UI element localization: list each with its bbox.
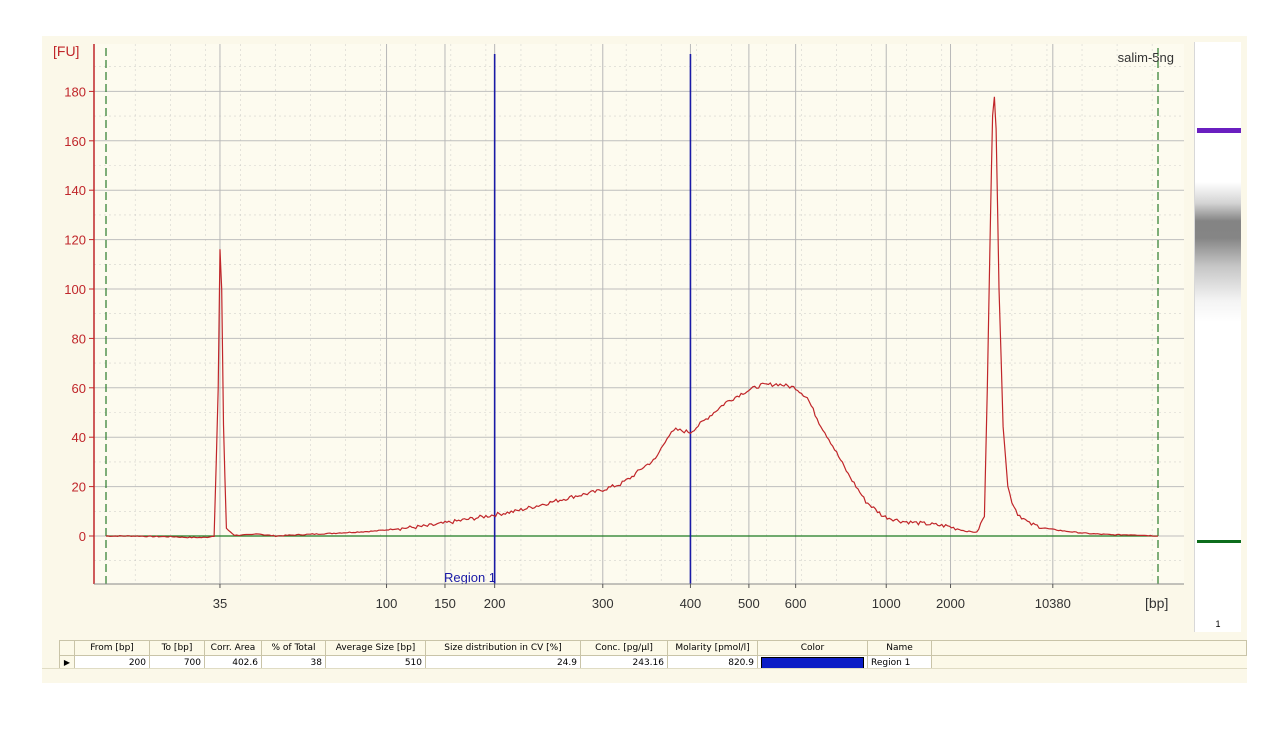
cell-name[interactable]: Region 1 [867, 655, 932, 670]
y-tick-label: 60 [72, 381, 86, 396]
x-tick-label: 10380 [1035, 596, 1071, 611]
col-from-header[interactable]: From [bp] [74, 640, 150, 656]
x-tick-label: 500 [738, 596, 760, 611]
x-tick-label: 300 [592, 596, 614, 611]
y-tick-label: 0 [79, 529, 86, 544]
x-tick-label: 400 [680, 596, 702, 611]
row-selector-arrow-icon[interactable]: ▶ [59, 655, 75, 670]
col-pct-total-header[interactable]: % of Total [261, 640, 326, 656]
gel-band-upper-marker [1197, 128, 1241, 133]
chart-title: salim-5ng [1118, 50, 1174, 65]
x-tick-label: 2000 [936, 596, 965, 611]
y-tick-label: 120 [64, 233, 86, 248]
col-to-header[interactable]: To [bp] [149, 640, 205, 656]
cell-blank [931, 655, 1247, 670]
col-cv-header[interactable]: Size distribution in CV [%] [425, 640, 581, 656]
y-axis-label: [FU] [53, 43, 79, 59]
gel-lane-number: 1 [1215, 619, 1221, 629]
x-tick-label: 100 [376, 596, 398, 611]
table-row[interactable]: ▶ 200 700 402.6 38 510 24.9 243.16 820.9… [59, 655, 1247, 670]
col-molarity-header[interactable]: Molarity [pmol/l] [667, 640, 758, 656]
series-line [105, 96, 1159, 539]
table-footer [42, 668, 1247, 683]
x-axis-label: [bp] [1145, 595, 1168, 611]
table-header-row: From [bp] To [bp] Corr. Area % of Total … [59, 640, 1247, 656]
color-swatch[interactable] [761, 656, 864, 669]
row-selector-header [59, 640, 75, 656]
col-blank-header [931, 640, 1247, 656]
y-tick-label: 140 [64, 183, 86, 198]
y-tick-label: 100 [64, 282, 86, 297]
gel-smear [1195, 182, 1241, 322]
cell-avg-size[interactable]: 510 [325, 655, 426, 670]
y-tick-label: 20 [72, 480, 86, 495]
cell-cv[interactable]: 24.9 [425, 655, 581, 670]
y-tick-label: 40 [72, 430, 86, 445]
col-color-header[interactable]: Color [757, 640, 868, 656]
electropherogram: salim-5ng [FU] [bp] Region 1 0 20 40 60 80 10… [42, 36, 1194, 636]
y-tick-label: 80 [72, 331, 86, 346]
col-corr-area-header[interactable]: Corr. Area [204, 640, 262, 656]
x-tick-label: 1000 [872, 596, 901, 611]
data-layer [105, 96, 1159, 539]
x-tick-label: 35 [213, 596, 227, 611]
col-avg-size-header[interactable]: Average Size [bp] [325, 640, 426, 656]
gel-lane: 1 [1194, 42, 1241, 632]
region-label: Region 1 [444, 570, 496, 585]
cell-corr-area[interactable]: 402.6 [204, 655, 262, 670]
gel-band-lower-marker [1197, 540, 1241, 543]
bioanalyzer-window: salim-5ng [FU] [bp] Region 1 0 20 40 60 80 10… [42, 36, 1247, 683]
col-name-header[interactable]: Name [867, 640, 932, 656]
x-tick-label: 200 [484, 596, 506, 611]
cell-pct-total[interactable]: 38 [261, 655, 326, 670]
results-table: From [bp] To [bp] Corr. Area % of Total … [59, 640, 1247, 670]
x-tick-label: 600 [785, 596, 807, 611]
x-tick-label: 150 [434, 596, 456, 611]
y-tick-label: 180 [64, 84, 86, 99]
col-conc-header[interactable]: Conc. [pg/µl] [580, 640, 668, 656]
grid [94, 44, 1184, 584]
axes: salim-5ng [FU] [bp] Region 1 0 20 40 60 80 10… [53, 43, 1184, 611]
y-tick-label: 160 [64, 134, 86, 149]
